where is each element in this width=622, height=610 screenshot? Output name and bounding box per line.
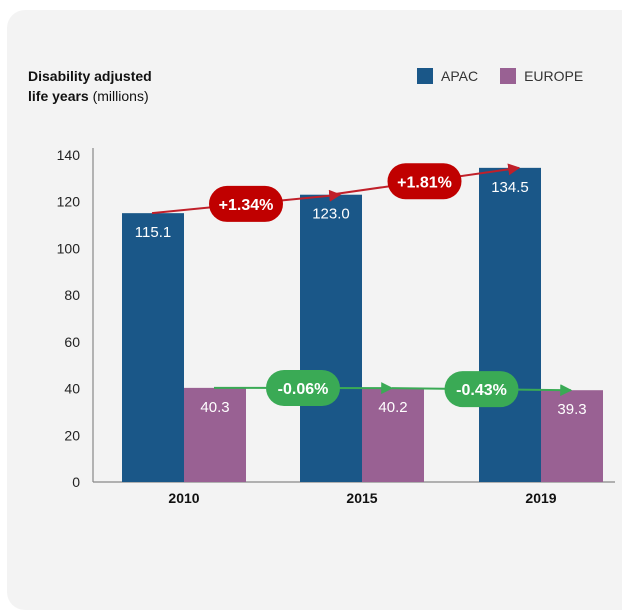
y-tick-label: 40 [64, 381, 80, 397]
change-label: -0.43% [456, 382, 507, 399]
data-label: 115.1 [135, 224, 171, 241]
y-tick-label: 0 [72, 474, 80, 490]
change-label: +1.34% [219, 197, 274, 214]
y-tick-label: 80 [64, 287, 80, 303]
data-label: 39.3 [557, 401, 586, 418]
data-label: 40.2 [378, 399, 407, 416]
x-tick-label: 2010 [168, 490, 199, 506]
y-tick-label: 100 [57, 240, 81, 256]
y-tick-label: 140 [57, 147, 81, 163]
bar-apac-2019 [479, 168, 541, 482]
y-tick-label: 20 [64, 427, 80, 443]
bar-apac-2010 [122, 213, 184, 482]
data-label: 134.5 [491, 179, 529, 196]
x-tick-label: 2019 [525, 490, 556, 506]
change-label: +1.81% [397, 174, 452, 191]
change-label: -0.06% [278, 381, 329, 398]
y-tick-label: 60 [64, 334, 80, 350]
data-label: 123.0 [312, 206, 350, 223]
x-tick-label: 2015 [346, 490, 377, 506]
data-label: 40.3 [200, 399, 229, 416]
y-tick-label: 120 [57, 194, 81, 210]
bar-chart: 0 20 40 60 80 100 120 140 115.1 40.3 2010 123.0 40.… [0, 0, 622, 592]
bar-apac-2015 [300, 195, 362, 482]
